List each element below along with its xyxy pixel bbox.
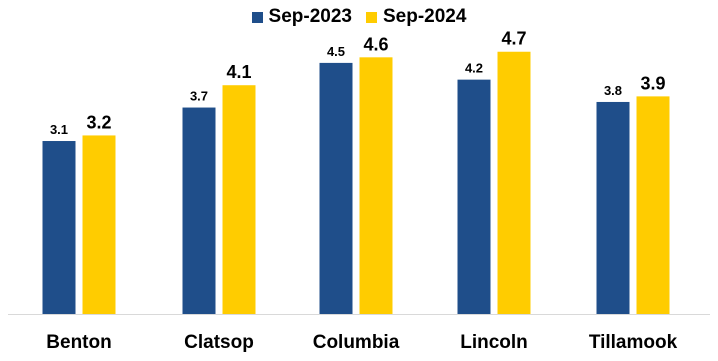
bar-tillamook-sep-2024: [636, 96, 670, 314]
bar-tillamook-sep-2023: [596, 101, 630, 315]
legend-item-sep-2024: Sep-2024: [366, 6, 466, 28]
data-label-lincoln-sep-2023: 4.2: [465, 61, 483, 76]
bar-lincoln-sep-2023: [457, 79, 491, 314]
legend-item-sep-2023: Sep-2023: [251, 6, 352, 28]
legend-label-sep-2024: Sep-2024: [383, 6, 467, 27]
legend-swatch-sep-2023: [251, 11, 263, 23]
x-tick-label-lincoln: Lincoln: [460, 332, 528, 353]
bar-clatsop-sep-2024: [222, 85, 256, 314]
data-label-clatsop-sep-2023: 3.7: [190, 89, 208, 104]
data-label-tillamook-sep-2024: 3.9: [640, 73, 665, 93]
bar-benton-sep-2023: [42, 141, 76, 314]
bar-columbia-sep-2023: [319, 62, 353, 315]
x-tick-label-columbia: Columbia: [313, 332, 400, 353]
legend-swatch-sep-2024: [366, 11, 377, 23]
bar-clatsop-sep-2023: [182, 107, 216, 314]
data-label-lincoln-sep-2024: 4.7: [501, 29, 526, 49]
data-label-columbia-sep-2023: 4.5: [327, 44, 345, 59]
data-label-columbia-sep-2024: 4.6: [363, 34, 388, 54]
x-tick-label-benton: Benton: [46, 332, 111, 353]
bar-lincoln-sep-2024: [497, 51, 531, 315]
data-label-clatsop-sep-2024: 4.1: [226, 62, 251, 82]
data-label-tillamook-sep-2023: 3.8: [604, 83, 622, 98]
x-tick-label-clatsop: Clatsop: [184, 332, 254, 353]
x-tick-label-tillamook: Tillamook: [589, 332, 678, 353]
bar-columbia-sep-2024: [359, 57, 393, 314]
legend-label-sep-2023: Sep-2023: [268, 6, 352, 27]
bar-benton-sep-2024: [82, 135, 116, 314]
data-label-benton-sep-2024: 3.2: [86, 112, 111, 132]
data-label-benton-sep-2023: 3.1: [50, 122, 68, 137]
chart-legend: Sep-2023 Sep-2024: [0, 6, 718, 28]
